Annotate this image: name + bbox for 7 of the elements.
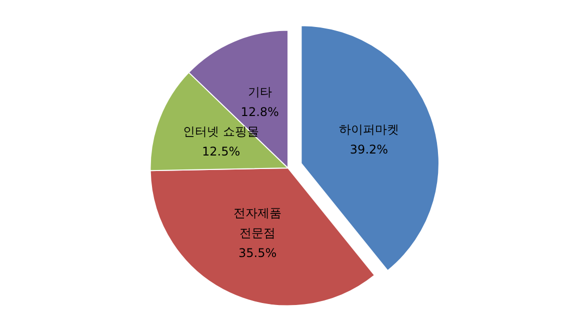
data-label: 12.8% (240, 104, 279, 119)
slice-label: 하이퍼마켓 (338, 122, 399, 136)
data-label: 35.5% (238, 246, 277, 260)
slice-label: 기타 (248, 84, 272, 99)
data-label: 12.5% (202, 144, 240, 159)
slice-label: 전자제품 전문점 (234, 206, 282, 240)
data-label: 39.2% (350, 142, 388, 156)
